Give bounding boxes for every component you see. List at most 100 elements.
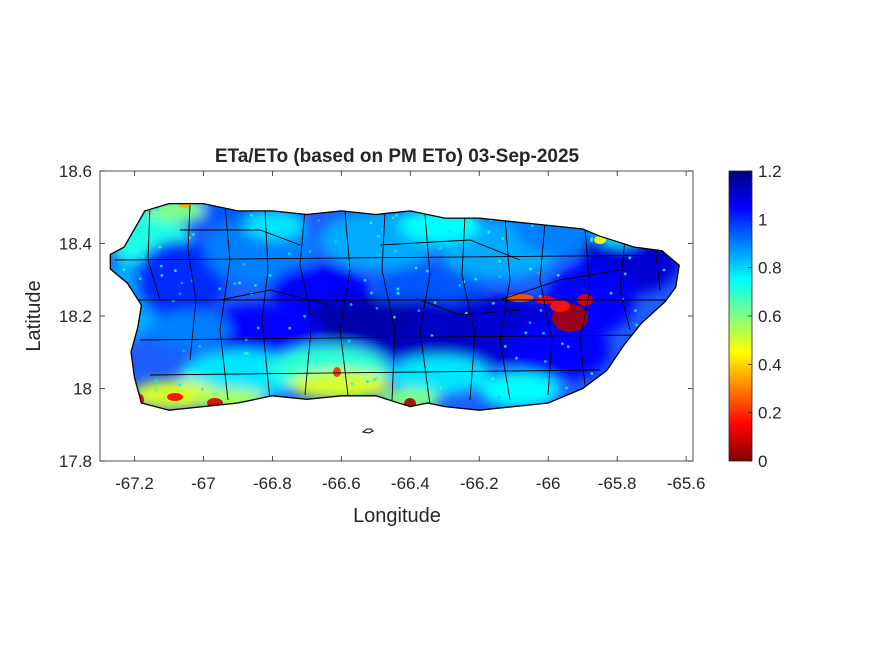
map-axes: -67.2 -67 -66.8 -66.6 -66.4 -66.2 -66 -65.8 -65.…: [59, 162, 706, 493]
raster-cell: [364, 221, 368, 225]
municipality-boundary: [261, 209, 271, 401]
colorbar-tick-label: 1.2: [758, 162, 782, 181]
raster-cell: [178, 292, 182, 296]
raster-cell: [623, 272, 627, 276]
raster-cell: [378, 253, 381, 257]
raster-cell: [349, 303, 353, 306]
raster-cell: [366, 380, 369, 383]
raster-cell: [439, 386, 443, 390]
raster-cell: [480, 372, 560, 408]
raster-cell: [529, 267, 532, 271]
y-tick-label: 17.8: [59, 452, 92, 471]
y-axis-label: Latitude: [23, 280, 45, 351]
municipality-boundary: [219, 289, 331, 306]
raster-cell: [566, 345, 570, 348]
y-axis: 17.8 18 18.2 18.4 18.6: [59, 162, 693, 471]
raster-cell: [192, 233, 195, 236]
raster-cell: [498, 275, 502, 278]
raster-cell: [628, 256, 632, 260]
island-coastline: [109, 202, 680, 411]
raster-cell: [590, 239, 593, 243]
raster-cell: [245, 210, 305, 240]
municipality-boundary: [219, 204, 231, 401]
colorbar: 0 0.2 0.4 0.6 0.8 1 1.2: [728, 162, 782, 471]
raster-cell: [542, 331, 545, 335]
raster-cell: [561, 342, 564, 345]
x-tick-label: -66: [536, 474, 561, 493]
raster-cell: [396, 287, 400, 291]
caja-de-muertos-island: [361, 428, 374, 434]
raster-cell: [200, 305, 320, 355]
raster-cell: [156, 207, 159, 211]
y-tick-label: 18.4: [59, 235, 92, 254]
raster-cell: [393, 315, 396, 319]
raster-cell: [537, 271, 540, 274]
raster-cell: [528, 321, 532, 325]
raster-cell: [370, 291, 373, 295]
raster-cell: [634, 309, 637, 312]
raster-cell: [470, 220, 474, 224]
raster-cell: [245, 352, 249, 355]
municipality-boundary: [419, 299, 521, 316]
raster-cell: [154, 388, 158, 392]
x-tick-label: -66.2: [460, 474, 499, 493]
raster-cell: [506, 294, 534, 302]
raster-cell: [303, 314, 306, 318]
raster-cell: [369, 221, 373, 225]
x-tick-label: -65.6: [667, 474, 706, 493]
raster-cell: [158, 245, 162, 249]
raster-cell: [243, 351, 247, 355]
x-tick-label: -67: [191, 474, 216, 493]
raster-cell: [238, 281, 241, 285]
raster-cell: [464, 311, 468, 315]
colorbar-ticks: 0 0.2 0.4 0.6 0.8 1 1.2: [748, 162, 782, 471]
raster-cell: [287, 252, 291, 255]
x-tick-label: -65.8: [598, 474, 637, 493]
raster-cell: [156, 217, 160, 221]
raster-cell: [182, 349, 186, 353]
raster-cell: [414, 266, 418, 270]
raster-cell: [159, 264, 163, 268]
raster-cell: [491, 301, 495, 305]
y-tick-label: 18: [73, 380, 92, 399]
raster-cell: [375, 376, 379, 380]
raster-cell: [290, 370, 390, 400]
raster-cell: [317, 219, 320, 222]
x-axis-label: Longitude: [353, 505, 441, 527]
raster-cell: [395, 214, 398, 217]
raster-cell: [539, 309, 543, 312]
raster-cell: [556, 273, 560, 277]
municipality-boundary: [499, 217, 511, 401]
raster-cell: [179, 203, 191, 208]
raster-cell: [174, 269, 177, 272]
raster-cell: [609, 291, 613, 295]
municipality-boundary: [461, 214, 476, 401]
municipality-boundary: [539, 221, 553, 396]
raster-cell: [515, 356, 518, 360]
raster-cell: [375, 306, 379, 310]
raster-cell: [308, 250, 312, 253]
raster-cell: [662, 268, 666, 272]
raster-cell: [524, 331, 528, 335]
raster-cell: [430, 334, 434, 337]
raster-cell: [565, 386, 568, 390]
raster-cell: [491, 377, 495, 381]
raster-cell: [544, 360, 547, 363]
raster-cell: [594, 236, 606, 244]
raster-cell: [635, 323, 638, 327]
raster-cell: [503, 345, 507, 348]
colorbar-tick-label: 0.2: [758, 404, 782, 423]
raster-cell: [438, 246, 442, 250]
raster-cell: [391, 216, 395, 220]
raster-cell: [167, 393, 183, 401]
raster-cell: [122, 268, 126, 272]
colorbar-tick-label: 0: [758, 452, 767, 471]
colorbar-tick-label: 0.8: [758, 259, 782, 278]
municipality-boundary: [654, 244, 661, 291]
raster-cell: [396, 292, 400, 295]
y-tick-label: 18.2: [59, 307, 92, 326]
raster-cell: [425, 269, 429, 273]
raster-cell: [242, 262, 246, 266]
municipality-boundaries: [114, 204, 680, 406]
raster-cell: [254, 284, 257, 287]
